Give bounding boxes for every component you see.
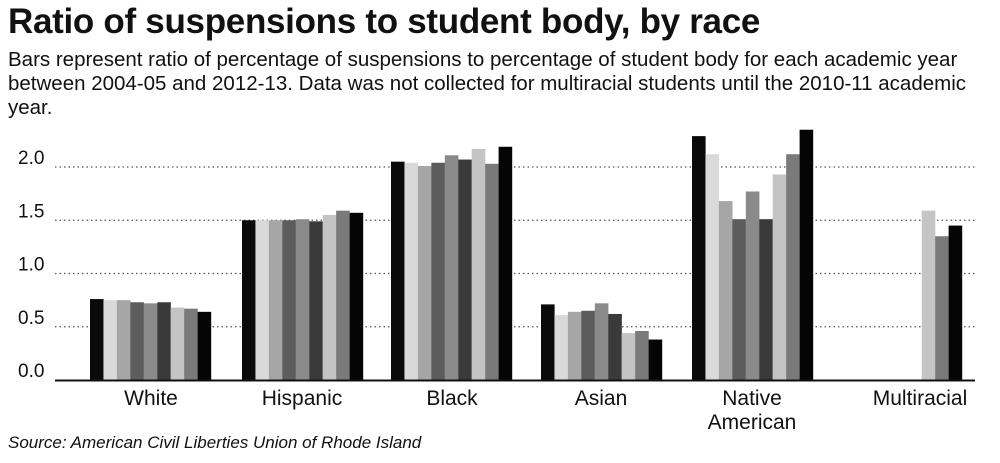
bar bbox=[485, 163, 499, 380]
bar bbox=[90, 299, 104, 380]
y-tick-label: 2.0 bbox=[18, 148, 44, 169]
bar bbox=[621, 333, 636, 380]
bar bbox=[948, 225, 963, 380]
bar bbox=[404, 162, 419, 380]
bar bbox=[458, 159, 472, 380]
bar bbox=[921, 210, 936, 380]
bar bbox=[431, 162, 445, 380]
y-tick-label: 0.5 bbox=[18, 308, 44, 329]
bar bbox=[498, 146, 513, 380]
bar bbox=[732, 219, 746, 380]
bar bbox=[103, 300, 118, 380]
bar bbox=[635, 331, 649, 380]
bar bbox=[648, 339, 663, 380]
category-label: Multiracial bbox=[873, 387, 968, 410]
bar bbox=[391, 161, 405, 380]
source-note: Source: American Civil Liberties Union o… bbox=[8, 433, 422, 452]
bar bbox=[444, 155, 459, 380]
bar bbox=[322, 214, 337, 380]
bar bbox=[608, 313, 622, 380]
bar bbox=[157, 302, 171, 380]
category-label: American bbox=[708, 411, 797, 434]
bar bbox=[935, 236, 949, 380]
y-tick-label: 0.0 bbox=[18, 361, 44, 382]
category-label: Native bbox=[722, 387, 782, 410]
bar bbox=[799, 129, 814, 380]
category-label: Black bbox=[426, 387, 478, 410]
bar bbox=[541, 304, 555, 380]
bar bbox=[772, 174, 787, 380]
chart-subtitle: Bars represent ratio of percentage of su… bbox=[8, 48, 967, 119]
y-tick-label: 1.5 bbox=[18, 201, 44, 222]
bar bbox=[197, 311, 212, 380]
bar bbox=[745, 191, 760, 380]
bar bbox=[282, 220, 296, 380]
bar bbox=[184, 308, 198, 380]
bar bbox=[554, 315, 569, 380]
bar bbox=[471, 148, 486, 380]
bar bbox=[130, 302, 144, 380]
bar bbox=[692, 136, 706, 380]
bar bbox=[718, 201, 733, 380]
bar bbox=[336, 210, 350, 380]
category-label: Asian bbox=[575, 387, 628, 410]
bar bbox=[567, 311, 582, 380]
bar bbox=[255, 220, 270, 380]
bar bbox=[170, 307, 185, 380]
bar bbox=[242, 220, 256, 380]
bar bbox=[759, 219, 773, 380]
bar bbox=[143, 303, 158, 380]
chart-title: Ratio of suspensions to student body, by… bbox=[8, 2, 761, 41]
bar bbox=[417, 165, 432, 380]
bar bbox=[295, 219, 310, 380]
category-label: Hispanic bbox=[262, 387, 343, 410]
bar bbox=[309, 221, 323, 380]
bar bbox=[581, 310, 595, 380]
bar bbox=[349, 212, 364, 380]
bar bbox=[268, 220, 283, 380]
category-label: White bbox=[124, 387, 178, 410]
bar bbox=[705, 154, 720, 380]
bar bbox=[594, 303, 609, 380]
bar bbox=[116, 300, 131, 380]
bar bbox=[786, 154, 800, 380]
y-tick-label: 1.0 bbox=[18, 255, 44, 276]
